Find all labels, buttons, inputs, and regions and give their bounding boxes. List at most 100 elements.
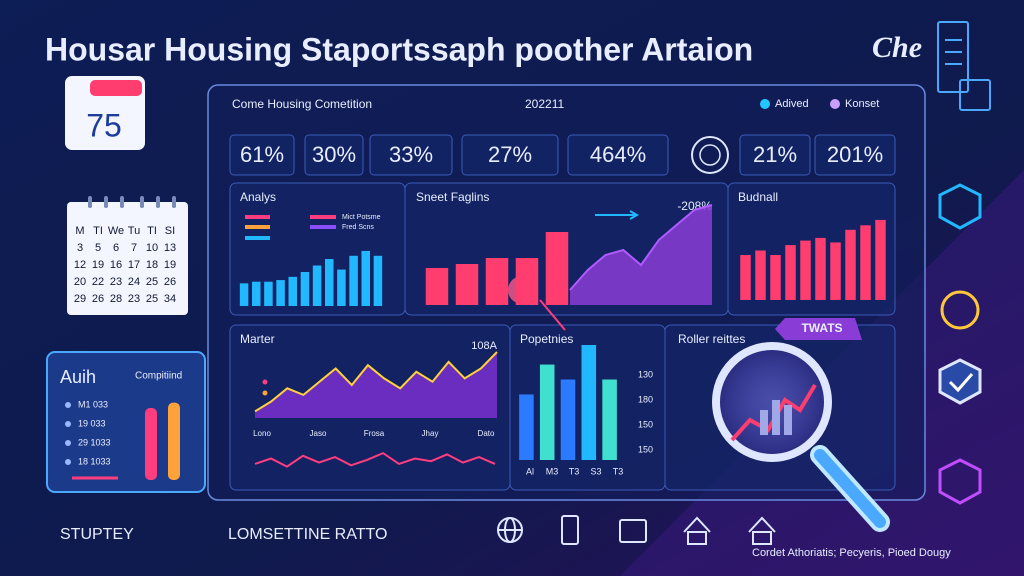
bar (300, 271, 310, 306)
x-tick-label: Al (526, 466, 534, 476)
bar (545, 232, 569, 305)
x-tick-label: T3 (613, 466, 624, 476)
bar (845, 229, 856, 300)
calendar-cell: 34 (164, 293, 176, 305)
legend-label: Fred Scns (342, 224, 374, 231)
kpi-value: 30% (312, 142, 356, 167)
list-dot (65, 421, 71, 427)
kpi-value: 27% (488, 142, 532, 167)
calendar-cell: 24 (128, 276, 140, 288)
y-tick-label: 130 (638, 369, 653, 379)
legend-label: Konset (845, 98, 879, 110)
calendar-cell: M (75, 225, 84, 237)
bar (239, 283, 249, 306)
magnifier (712, 342, 890, 532)
calendar-cell: 26 (92, 293, 104, 305)
calendar-ring (172, 196, 176, 208)
bar (324, 259, 334, 306)
calendar-cell: Tu (128, 225, 140, 237)
bar (785, 245, 796, 300)
calendar-cell: 25 (146, 276, 158, 288)
bar (288, 276, 298, 306)
y-tick-label: 150 (638, 444, 653, 454)
kpi-box (567, 134, 669, 176)
list-item: 29 1033 (78, 437, 111, 447)
x-tick-label: Dato (478, 429, 495, 438)
calendar-cell: 17 (128, 259, 140, 271)
panel-title: Analys (240, 190, 276, 204)
bar (770, 255, 781, 300)
bar (251, 281, 261, 306)
calendar (67, 202, 188, 315)
bar (337, 269, 346, 306)
kpi-box (739, 134, 811, 176)
calendar-cell: SI (165, 225, 175, 237)
bar (349, 255, 358, 306)
bar (740, 255, 751, 300)
bar (361, 250, 371, 306)
panel-title: Sneet Faglins (416, 190, 489, 204)
bar (830, 242, 841, 300)
y-tick-label: 150 (638, 419, 653, 429)
area (570, 205, 712, 305)
list-item: M1 033 (78, 399, 108, 409)
dashboard-title: Come Housing Cometition (232, 97, 372, 111)
calendar-cell: 20 (74, 276, 86, 288)
panel-title: Marter (240, 332, 275, 346)
legend-swatch (830, 99, 840, 109)
x-tick-label: Jhay (422, 429, 439, 438)
kpi-value: 21% (753, 142, 797, 167)
bar (485, 258, 509, 305)
bar (539, 364, 555, 460)
calendar-cell: 7 (131, 242, 137, 254)
line (254, 451, 496, 468)
bar (800, 240, 811, 300)
x-tick-label: Jaso (310, 429, 327, 438)
calendar-cell: We (108, 225, 124, 237)
calendar-cell: TI (147, 225, 157, 237)
panel-title: Popetnies (520, 332, 573, 346)
bar (373, 255, 383, 306)
date-widget-band (90, 80, 142, 96)
calendar-cell: 12 (74, 259, 86, 271)
footer-right: Cordet Athoriatis; Pecyeris, Pioed Dougy (752, 547, 951, 559)
calendar-cell: 28 (110, 293, 122, 305)
x-tick-label: Lono (253, 429, 271, 438)
kpi-value: 61% (240, 142, 284, 167)
kpi-value: 33% (389, 142, 433, 167)
x-tick-label: T3 (569, 466, 580, 476)
calendar-cell: 6 (113, 242, 119, 254)
bar (515, 258, 539, 305)
kpi-icon (691, 136, 729, 174)
bar (860, 225, 871, 300)
legend-label: Mict Potsme (342, 214, 381, 221)
title-badge: Che (872, 31, 922, 64)
calendar-ring (104, 196, 108, 208)
side-icons (938, 183, 982, 505)
area (255, 352, 497, 418)
kpi-icon-inner (699, 144, 721, 166)
calendar-cell: 29 (74, 293, 86, 305)
calendar-cell: TI (93, 225, 103, 237)
footer-icons (497, 515, 776, 545)
calendar-cell: 16 (110, 259, 122, 271)
calendar-ring (88, 196, 92, 208)
calendar-cell: 18 (146, 259, 158, 271)
footer-middle: LOMSETTINE RATTO (228, 526, 387, 543)
calendar-cell: 19 (92, 259, 104, 271)
bar (455, 264, 479, 305)
x-tick-label: S3 (590, 466, 601, 476)
line (254, 351, 498, 413)
kpi-box (461, 134, 559, 176)
tag (775, 318, 862, 340)
bar (581, 345, 597, 460)
legend-swatch (760, 99, 770, 109)
page-title: Housar Housing Staportssaph poother Arta… (45, 31, 753, 67)
calendar-cell: 13 (164, 242, 176, 254)
line (569, 204, 713, 291)
date-widget-value: 75 (86, 107, 122, 143)
bar (602, 379, 617, 460)
tag-label: TWATS (801, 321, 842, 335)
bar (755, 250, 766, 300)
